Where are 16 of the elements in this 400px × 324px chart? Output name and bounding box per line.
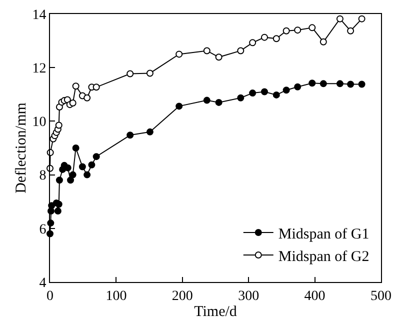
y-tick-label: 6 bbox=[39, 222, 46, 238]
y-tick-label: 14 bbox=[32, 8, 46, 23]
y-tick-label: 4 bbox=[39, 276, 46, 291]
x-tick-label: 500 bbox=[370, 288, 392, 304]
legend-label: Midspan of G2 bbox=[278, 248, 370, 265]
x-tick-label: 0 bbox=[46, 288, 54, 304]
x-axis-title: Time/d bbox=[194, 304, 238, 320]
x-tick-label: 300 bbox=[238, 288, 260, 304]
y-tick-label: 10 bbox=[32, 115, 46, 130]
y-tick-label: 8 bbox=[39, 168, 46, 184]
x-tick-label: 400 bbox=[304, 288, 326, 304]
legend-label: Midspan of G1 bbox=[278, 226, 370, 242]
y-axis-title: Deflection/mm bbox=[13, 102, 30, 194]
y-tick-label: 12 bbox=[32, 62, 46, 76]
x-tick-label: 100 bbox=[106, 288, 127, 304]
x-tick-label: 200 bbox=[172, 288, 193, 304]
